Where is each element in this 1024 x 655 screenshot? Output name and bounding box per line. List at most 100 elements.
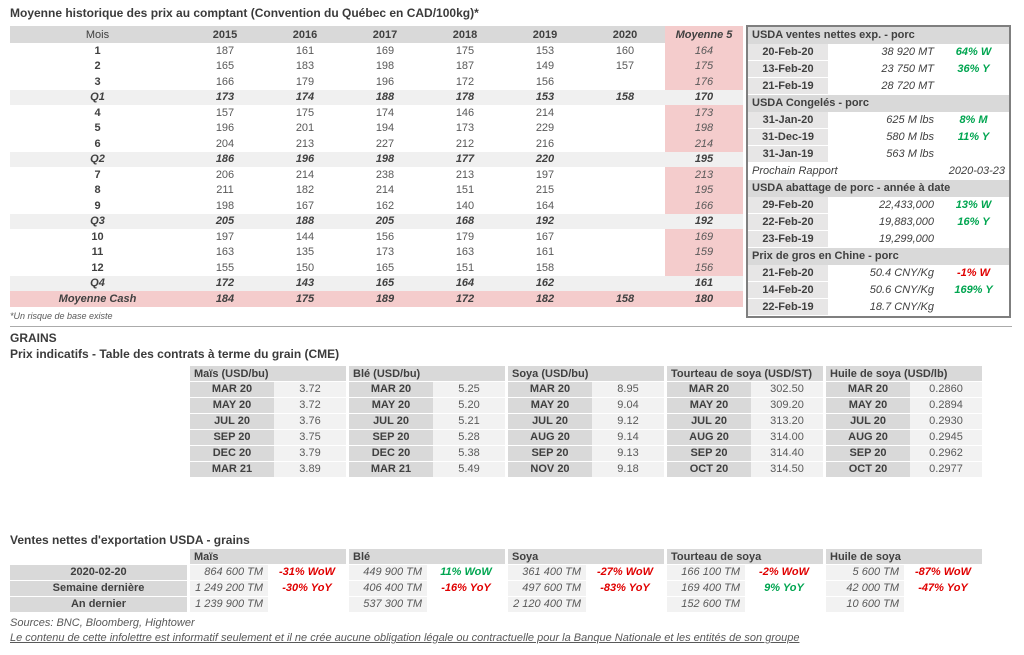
futures-contract-month: MAR 21 <box>190 462 274 478</box>
exports-volume: 166 100 TM <box>667 565 745 581</box>
pork-cell: 196 <box>375 75 395 88</box>
pork-cell: 201 <box>295 122 315 135</box>
pork-cell: 188 <box>345 89 425 105</box>
exports-volume: 10 600 TM <box>826 597 904 613</box>
grain-exports-table: 2020-02-20 Semaine dernière An dernier Maïs… <box>10 549 982 613</box>
pork-cell <box>585 213 665 229</box>
pork-row-4: 4 157 175 174 146 214 173 <box>10 105 743 121</box>
futures-contract-month: OCT 20 <box>826 462 910 478</box>
usda-row-value: 563 M lbs <box>886 148 934 160</box>
pork-row-label: Q2 <box>10 151 185 167</box>
exports-row: 10 600 TM <box>826 597 982 613</box>
pork-cell: 172 <box>185 275 265 291</box>
usda-data-row: 29-Feb-20 22,433,000 13% W <box>748 197 1009 214</box>
pork-cell <box>585 121 665 137</box>
pork-cell: 174 <box>375 106 395 119</box>
pork-cell: 204 <box>215 137 235 150</box>
pork-cell: 161 <box>295 44 315 57</box>
pork-cell: 206 <box>215 168 235 181</box>
futures-contract-price: 3.75 <box>274 430 346 446</box>
pork-cell: 177 <box>425 151 505 167</box>
futures-contract-month: DEC 20 <box>349 446 433 462</box>
futures-contract-month: AUG 20 <box>826 430 910 446</box>
exports-change: -87% WoW <box>914 566 972 578</box>
futures-contract-price: 0.2860 <box>910 382 982 398</box>
pork-cell: 194 <box>375 122 395 135</box>
futures-row: MAR 20 302.50 <box>667 382 823 398</box>
futures-contract-month: NOV 20 <box>508 462 592 478</box>
grain-futures-table: Maïs (USD/bu) MAR 20 3.72 MAY 20 3.72 JUL 20 3… <box>190 366 982 478</box>
pork-row-q4: Q4 172 143 165 164 162 161 <box>10 275 743 291</box>
futures-row: MAR 20 3.72 <box>190 382 346 398</box>
exports-change: 9% YoY <box>764 582 804 594</box>
exports-change <box>745 597 823 613</box>
futures-row: MAR 21 5.49 <box>349 462 505 478</box>
exports-row-label: An dernier <box>10 597 187 613</box>
exports-row: 537 300 TM <box>349 597 505 613</box>
usda-row-value: 19,299,000 <box>878 233 934 245</box>
pork-cell: 205 <box>185 213 265 229</box>
exports-volume: 2 120 400 TM <box>508 597 586 613</box>
futures-group-header: Maïs (USD/bu) <box>190 366 346 382</box>
pork-cell: 172 <box>425 291 505 307</box>
futures-contract-month: JUL 20 <box>508 414 592 430</box>
pork-cell: 140 <box>455 199 475 212</box>
usda-data-row: 23-Feb-19 19,299,000 <box>748 231 1009 248</box>
pork-cell: 187 <box>455 60 475 73</box>
pork-cell: 215 <box>535 184 555 197</box>
exports-row-label: 2020-02-20 <box>10 565 187 581</box>
futures-contract-month: MAR 21 <box>349 462 433 478</box>
exports-volume: 152 600 TM <box>667 597 745 613</box>
usda-data-row: 14-Feb-20 50.6 CNY/Kg 169% Y <box>748 282 1009 299</box>
pork-cell: 198 <box>345 151 425 167</box>
pork-cell-moyenne5: 156 <box>665 260 743 276</box>
futures-row: AUG 20 0.2945 <box>826 430 982 446</box>
pork-row-label: Moyenne Cash <box>10 291 185 307</box>
exports-group: Soya 361 400 TM -27% WoW 497 600 TM -83% YoY… <box>508 549 664 613</box>
exports-row: 497 600 TM -83% YoY <box>508 581 664 597</box>
usda-data-row: 31-Dec-19 580 M lbs 11% Y <box>748 129 1009 146</box>
pork-cell: 173 <box>185 89 265 105</box>
pork-cell <box>585 136 665 152</box>
pork-row-label: 1 <box>94 44 101 57</box>
pork-cell: 156 <box>535 75 555 88</box>
futures-row: MAY 20 3.72 <box>190 398 346 414</box>
pork-cell: 157 <box>615 60 635 73</box>
pork-cell: 151 <box>455 261 475 274</box>
pork-cell: 165 <box>375 261 395 274</box>
futures-contract-month: MAR 20 <box>508 382 592 398</box>
exports-volume: 864 600 TM <box>190 565 268 581</box>
exports-label-header-spacer <box>10 549 187 565</box>
pork-row-10: 10 197 144 156 179 167 169 <box>10 229 743 245</box>
exports-group: Blé 449 900 TM 11% WoW 406 400 TM -16% YoY 53… <box>349 549 505 613</box>
pork-cell: 172 <box>455 75 475 88</box>
pork-cell: 187 <box>215 44 235 57</box>
pork-cell: 162 <box>505 275 585 291</box>
futures-row: OCT 20 314.50 <box>667 462 823 478</box>
pork-cell: 135 <box>295 246 315 259</box>
usda-row-value: 50.4 CNY/Kg <box>869 267 934 279</box>
futures-group-header: Tourteau de soya (USD/ST) <box>667 366 823 382</box>
pork-cell: 212 <box>455 137 475 150</box>
futures-row: MAR 20 5.25 <box>349 382 505 398</box>
futures-contract-price: 5.20 <box>433 398 505 414</box>
futures-contract-price: 9.14 <box>592 430 664 446</box>
futures-contract-price: 9.04 <box>592 398 664 414</box>
exports-change: -47% YoY <box>918 582 968 594</box>
pork-cell: 196 <box>265 151 345 167</box>
futures-contract-price: 3.89 <box>274 462 346 478</box>
pork-cell: 156 <box>375 230 395 243</box>
futures-contract-price: 3.72 <box>274 398 346 414</box>
usda-row-value: 580 M lbs <box>886 131 934 143</box>
futures-group: Huile de soya (USD/lb) MAR 20 0.2860 MAY 20… <box>826 366 982 478</box>
futures-contract-month: MAY 20 <box>349 398 433 414</box>
pork-row-q1: Q1 173 174 188 178 153 158 170 <box>10 89 743 105</box>
pork-cell <box>585 198 665 214</box>
pork-cell <box>585 167 665 183</box>
usda-section-header: USDA ventes nettes exp. - porc <box>748 27 1009 44</box>
futures-contract-month: MAR 20 <box>190 382 274 398</box>
futures-group: Maïs (USD/bu) MAR 20 3.72 MAY 20 3.72 JUL 20 3… <box>190 366 346 478</box>
usda-row-value: 38 920 MT <box>881 46 934 58</box>
futures-contract-month: SEP 20 <box>667 446 751 462</box>
pork-cell: 178 <box>425 89 505 105</box>
